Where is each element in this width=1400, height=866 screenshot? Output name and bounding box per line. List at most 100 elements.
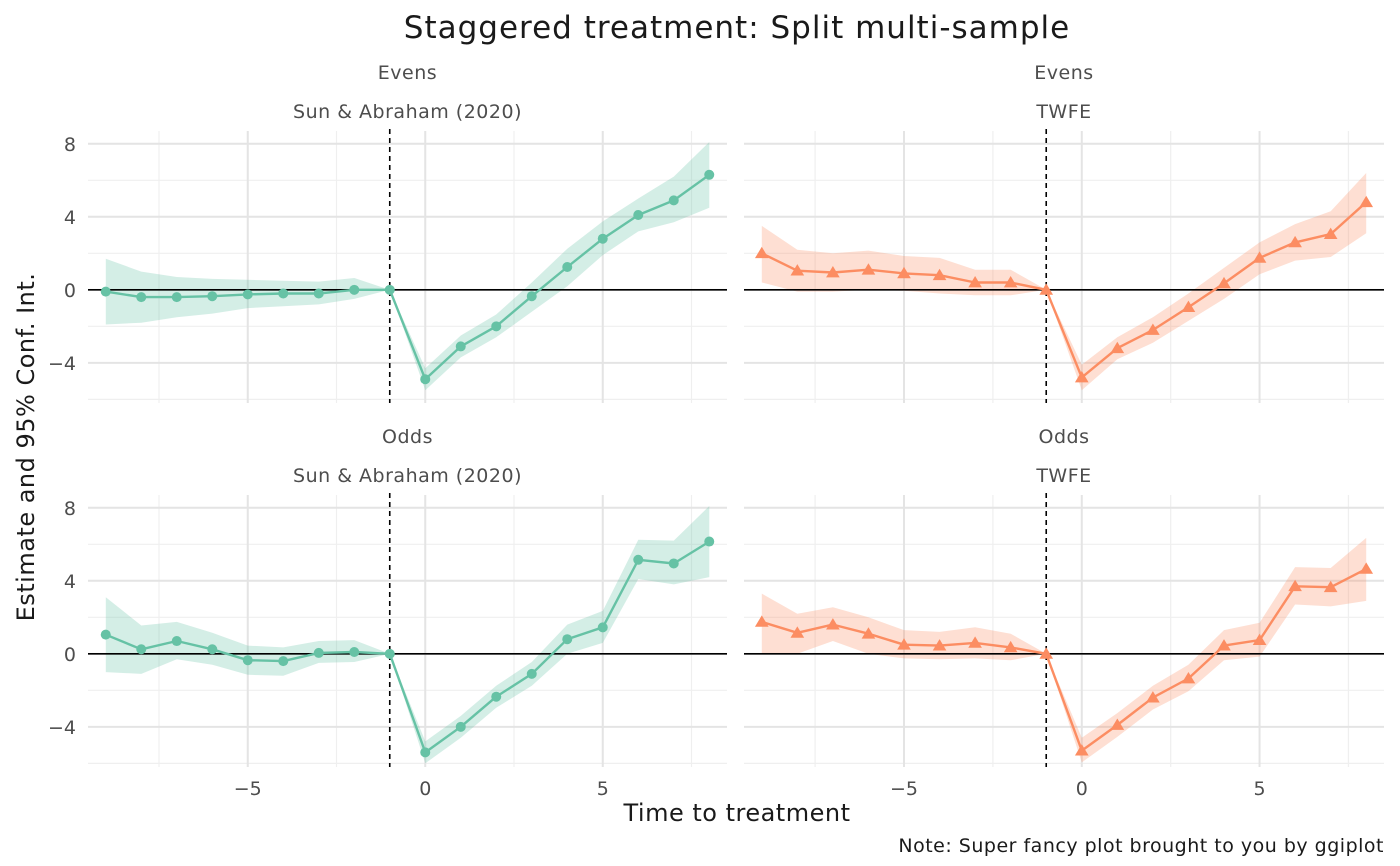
estimate-point (668, 195, 679, 206)
estimate-point (1217, 639, 1231, 651)
estimate-point (136, 644, 147, 655)
estimate-point (562, 634, 573, 645)
strip-label-method: TWFE (1035, 101, 1091, 123)
estimate-point (1323, 227, 1338, 240)
estimate-point (861, 263, 876, 275)
estimate-point (1003, 640, 1018, 653)
estimate-point (562, 262, 573, 272)
estimate-point (1146, 691, 1160, 703)
estimate-point (242, 655, 253, 666)
chart-title: Staggered treatment: Split multi-sample (404, 10, 1070, 46)
strip-label-method: Sun & Abraham (2020) (293, 465, 522, 487)
estimate-point (1074, 744, 1089, 756)
estimate-point (278, 656, 289, 667)
estimate-point (1359, 195, 1374, 208)
estimate-point (826, 265, 840, 278)
strip-label-sample: Odds (382, 426, 433, 448)
estimate-line (761, 567, 1367, 752)
x-tick-label: 0 (419, 778, 431, 800)
estimate-point (932, 268, 947, 281)
x-tick-label: 5 (1254, 778, 1266, 800)
y-tick-label: 8 (64, 134, 76, 156)
estimate-point (349, 284, 360, 295)
strip-label-sample: Odds (1039, 426, 1090, 448)
facet-panel: Odds Sun & Abraham (2020) −4 0 4 8 −5 0 5 (48, 426, 727, 800)
estimate-point (420, 374, 431, 385)
estimate-point (704, 169, 715, 180)
estimate-point (897, 638, 911, 650)
estimate-line (761, 201, 1368, 379)
estimate-point (455, 721, 466, 732)
estimate-point (1146, 323, 1160, 335)
facet-panel: Evens TWFE (744, 62, 1384, 403)
estimate-point (207, 291, 218, 302)
estimate-point (207, 644, 218, 655)
y-tick-label: 0 (64, 280, 76, 302)
estimate-point (313, 647, 324, 658)
estimate-point (242, 289, 253, 300)
estimate-point (597, 622, 608, 633)
y-tick-label: 4 (64, 571, 76, 593)
estimate-point (668, 558, 679, 569)
estimate-point (897, 266, 911, 279)
strip-label-method: Sun & Abraham (2020) (293, 101, 522, 123)
estimate-point (100, 629, 111, 640)
x-axis-title: Time to treatment (623, 799, 851, 827)
confidence-ribbon (761, 537, 1367, 763)
estimate-point (1288, 579, 1302, 592)
estimate-point (826, 618, 840, 630)
estimate-point (1181, 300, 1196, 313)
facet-panel: Evens Sun & Abraham (2020) −4 0 4 8 (48, 62, 727, 403)
y-tick-label: 0 (64, 644, 76, 666)
estimate-point (968, 636, 982, 648)
estimate-point (1110, 341, 1125, 354)
confidence-ribbon (761, 173, 1367, 391)
estimate-point (136, 292, 147, 303)
estimate-point (1039, 647, 1054, 659)
estimate-point (1003, 276, 1018, 288)
estimate-point (278, 288, 289, 299)
estimate-point (597, 233, 608, 244)
estimate-point (1288, 235, 1302, 248)
estimate-point (455, 341, 466, 352)
strip-label-sample: Evens (378, 62, 437, 84)
estimate-point (754, 246, 769, 259)
estimate-point (1359, 562, 1374, 574)
estimate-point (171, 292, 182, 303)
x-tick-label: 5 (597, 778, 609, 800)
caption: Note: Super fancy plot brought to you by… (898, 835, 1384, 857)
estimate-point (313, 288, 324, 299)
estimate-point (932, 639, 947, 651)
x-tick-label: 0 (1076, 778, 1088, 800)
estimate-point (100, 286, 111, 297)
estimate-point (1039, 283, 1054, 295)
estimate-point (384, 284, 395, 295)
estimate-point (790, 626, 805, 638)
y-tick-label: −4 (48, 717, 76, 739)
estimate-point (968, 276, 982, 288)
y-tick-label: 8 (64, 498, 76, 520)
y-tick-label: 4 (64, 207, 76, 229)
estimate-point (1181, 671, 1196, 684)
estimate-point (1323, 580, 1338, 593)
estimate-point (420, 747, 431, 758)
strip-label-sample: Evens (1034, 62, 1093, 84)
estimate-point (526, 291, 537, 302)
x-tick-label: −5 (890, 778, 918, 800)
estimate-point (1110, 718, 1125, 730)
estimate-point (491, 691, 502, 702)
estimate-point (633, 209, 644, 220)
estimate-point (384, 648, 395, 659)
estimate-line (105, 173, 711, 381)
estimate-point (704, 536, 715, 547)
estimate-point (1252, 633, 1267, 646)
confidence-ribbon (105, 142, 710, 391)
estimate-point (491, 321, 502, 332)
y-axis-title: Estimate and 95% Conf. Int. (12, 273, 40, 622)
y-tick-label: −4 (48, 353, 76, 375)
panels: Evens Sun & Abraham (2020) −4 0 4 8 Evens TWFE O… (48, 62, 1384, 800)
estimate-point (171, 636, 182, 647)
estimate-point (1074, 370, 1089, 383)
estimate-line (105, 540, 710, 754)
